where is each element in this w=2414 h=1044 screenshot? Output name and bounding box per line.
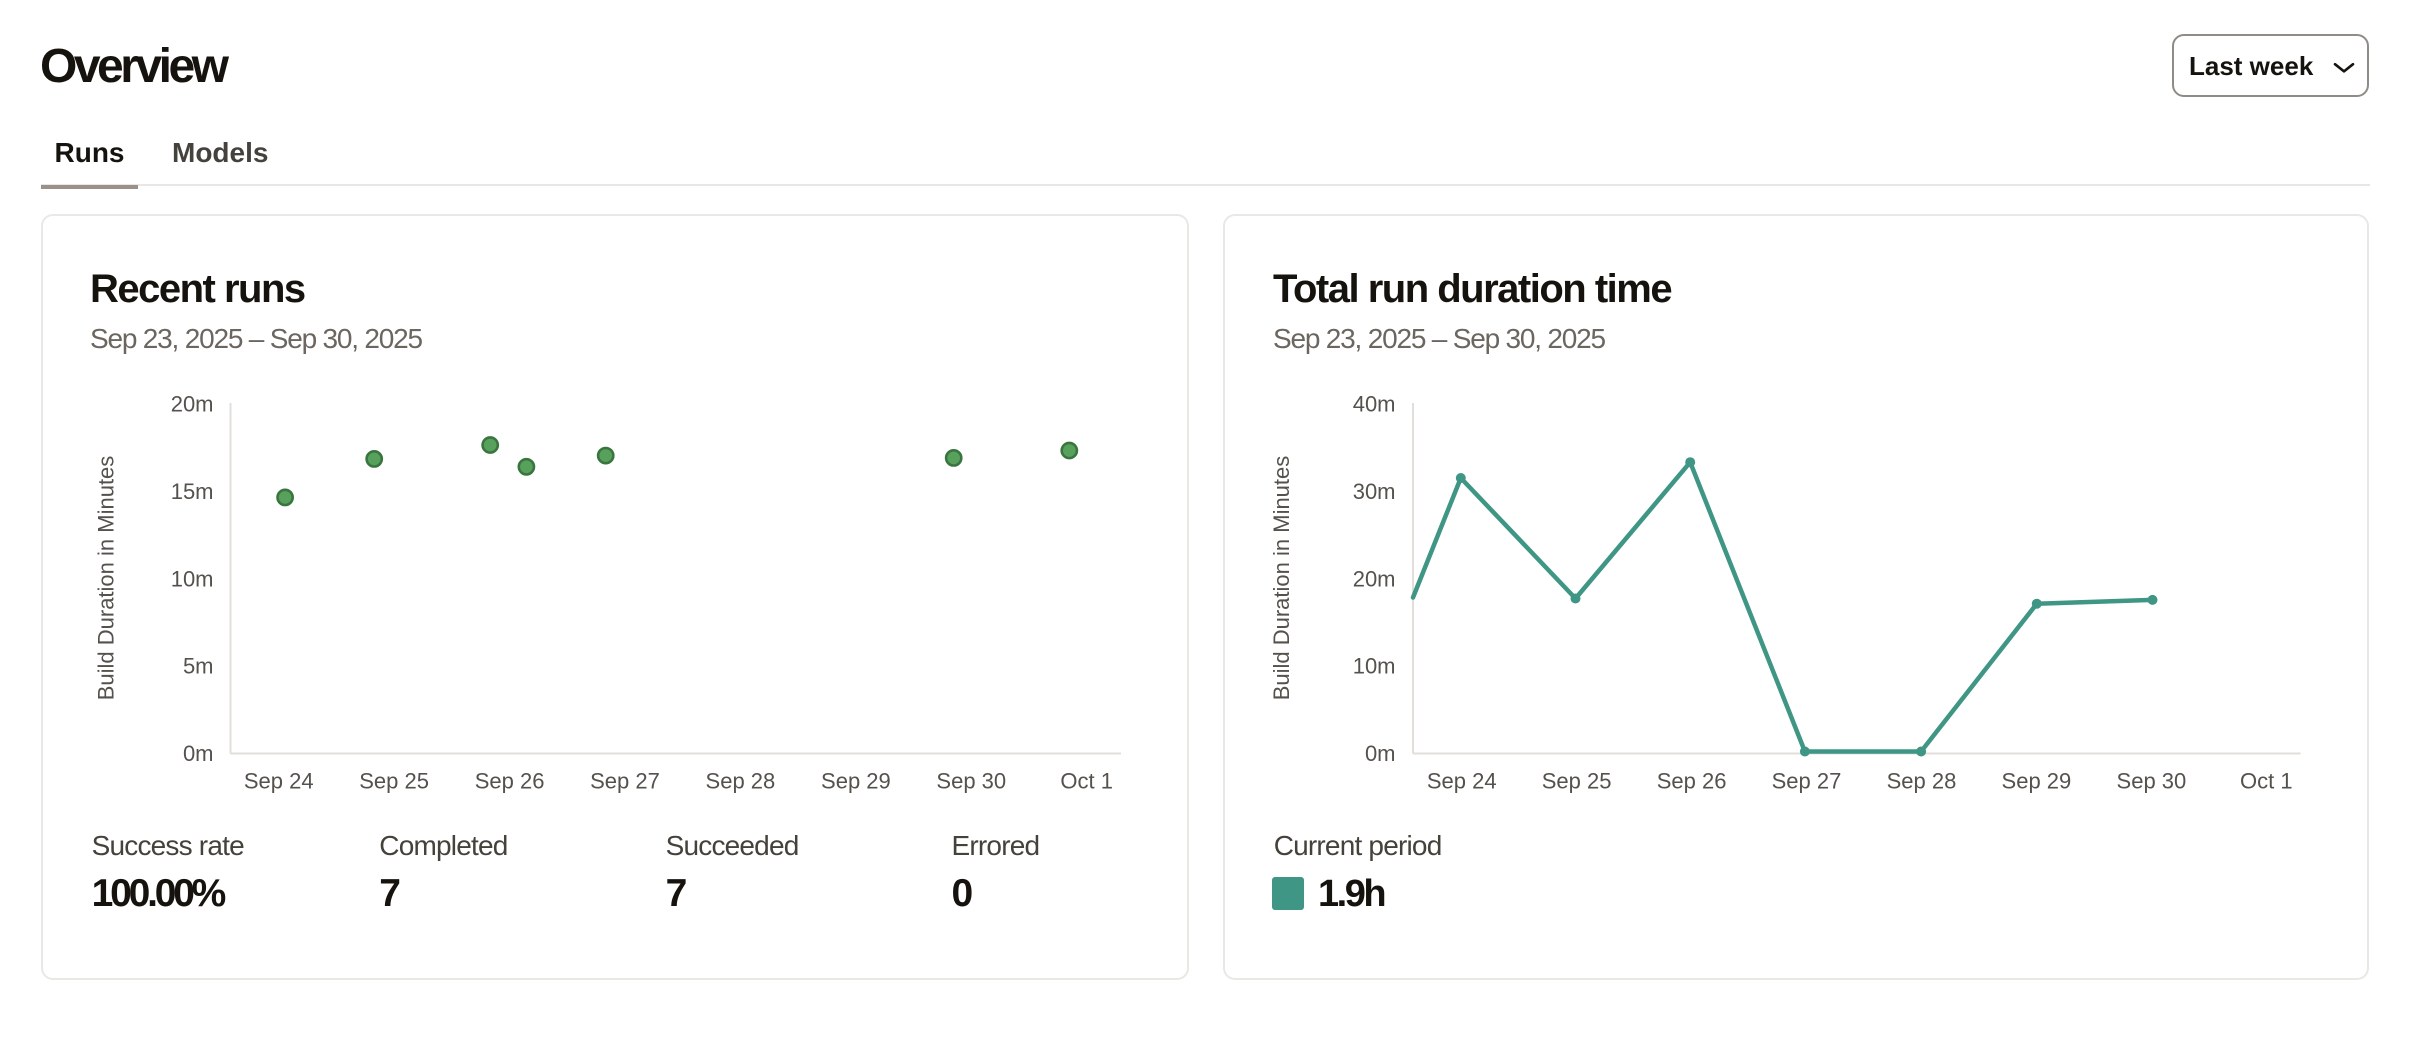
svg-text:Sep 28: Sep 28 [706,769,776,794]
svg-text:Sep 26: Sep 26 [1657,769,1727,794]
svg-text:Oct 1: Oct 1 [2240,769,2293,794]
svg-text:Sep 29: Sep 29 [821,769,891,794]
svg-text:Build Duration in Minutes: Build Duration in Minutes [94,456,119,701]
svg-text:Sep 30: Sep 30 [936,769,1006,794]
svg-text:10m: 10m [171,566,214,591]
svg-text:Sep 30: Sep 30 [2117,769,2187,794]
svg-text:Sep 25: Sep 25 [359,769,429,794]
svg-text:40m: 40m [1353,392,1396,417]
svg-text:0m: 0m [183,741,214,766]
svg-text:10m: 10m [1353,654,1396,679]
svg-text:20m: 20m [171,392,214,417]
svg-text:Sep 28: Sep 28 [1887,769,1957,794]
svg-text:Sep 27: Sep 27 [1772,769,1842,794]
svg-text:Sep 27: Sep 27 [590,769,660,794]
svg-text:20m: 20m [1353,566,1396,591]
svg-text:Sep 26: Sep 26 [475,769,545,794]
svg-text:0m: 0m [1365,741,1396,766]
svg-text:Sep 24: Sep 24 [1427,769,1497,794]
svg-text:Sep 25: Sep 25 [1542,769,1612,794]
svg-text:5m: 5m [183,654,214,679]
svg-text:Sep 24: Sep 24 [244,769,314,794]
svg-text:30m: 30m [1353,479,1396,504]
svg-text:Oct 1: Oct 1 [1060,769,1113,794]
svg-text:15m: 15m [171,479,214,504]
svg-text:Sep 29: Sep 29 [2002,769,2072,794]
svg-text:Build Duration in Minutes: Build Duration in Minutes [1269,456,1294,701]
